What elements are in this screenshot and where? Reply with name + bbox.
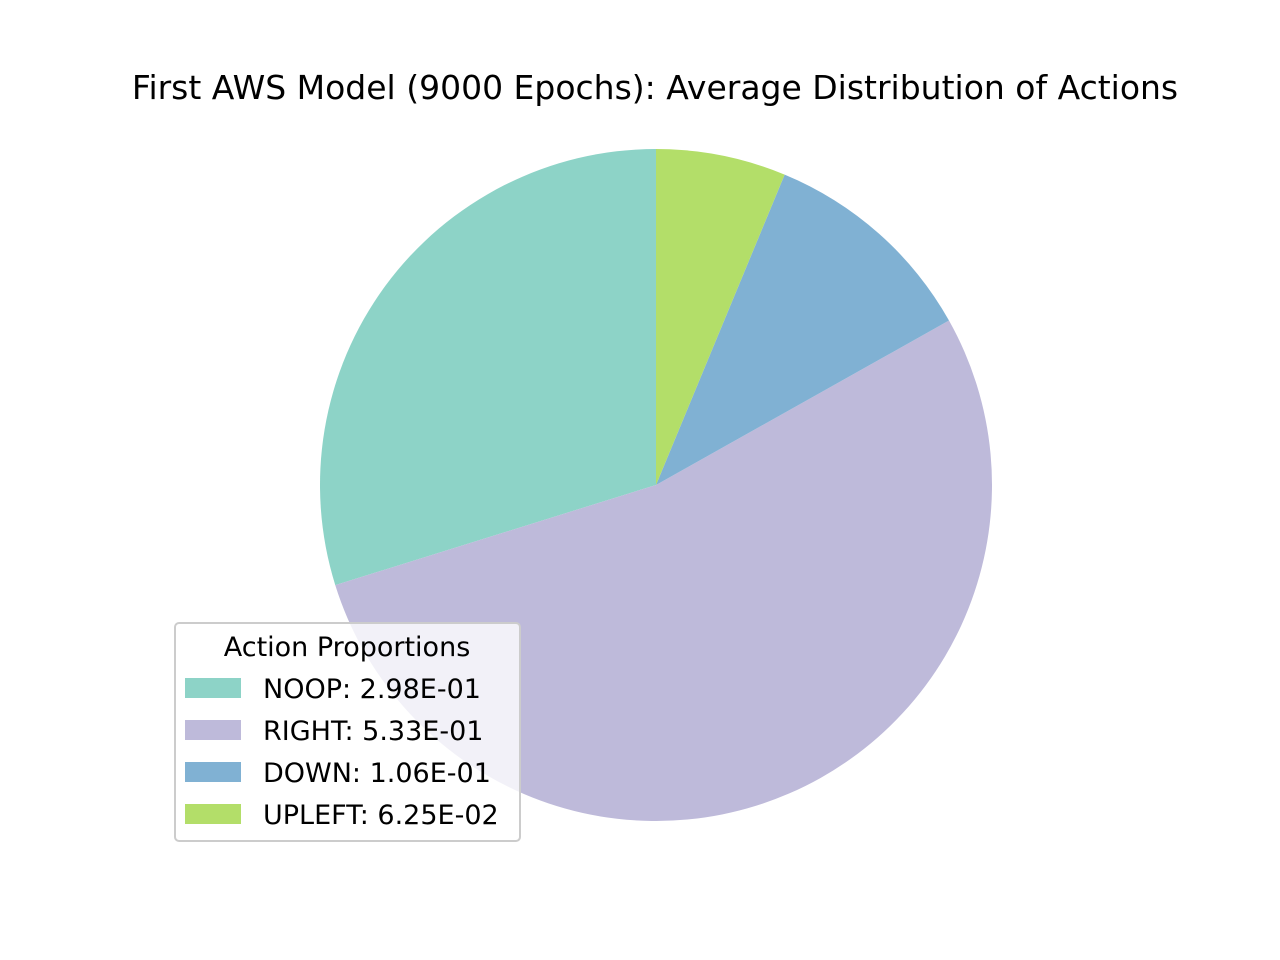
legend-items: NOOP: 2.98E-01 RIGHT: 5.33E-01 DOWN: 1.06E…: [185, 674, 499, 831]
legend-title: Action Proportions: [224, 632, 471, 663]
legend-label-upleft: UPLEFT: 6.25E-02: [263, 800, 499, 831]
legend-label-noop: NOOP: 2.98E-01: [263, 674, 481, 705]
legend-swatch-right: [185, 720, 241, 740]
pie-slice-noop: [319, 149, 656, 586]
legend-label-right: RIGHT: 5.33E-01: [263, 716, 483, 747]
pie-slice-down: [656, 174, 949, 485]
legend-swatch-down: [185, 762, 241, 782]
legend-swatch-upleft: [185, 804, 241, 824]
legend-swatch-noop: [185, 678, 241, 698]
legend-frame: [174, 622, 521, 842]
legend: Action Proportions NOOP: 2.98E-01 RIGHT: …: [174, 622, 521, 842]
chart-title: First AWS Model (9000 Epochs): Average D…: [132, 68, 1178, 107]
legend-label-down: DOWN: 1.06E-01: [263, 758, 491, 789]
pie-slice-upleft: [656, 149, 785, 485]
